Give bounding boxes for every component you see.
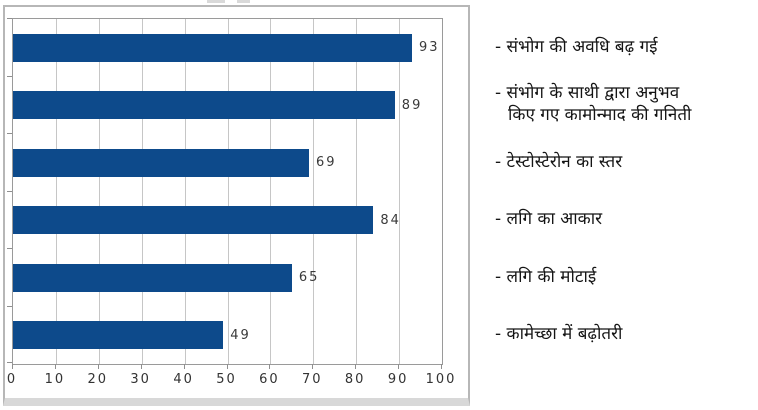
x-axis-tick <box>398 364 400 369</box>
y-axis-tick <box>7 248 12 249</box>
x-axis-tick-label: 90 <box>387 372 409 387</box>
gridline <box>141 19 143 364</box>
x-axis-tick-label: 70 <box>302 372 323 387</box>
x-axis-tick <box>54 364 56 369</box>
bar <box>13 148 309 177</box>
bar <box>13 91 395 120</box>
bar <box>13 33 412 62</box>
category-label-row: - लगि का आकार <box>482 191 754 249</box>
bar-value-label: 69 <box>316 155 337 171</box>
gridline <box>227 19 229 364</box>
category-label: - संभोग की अवधि बढ़ गई <box>495 36 658 57</box>
x-axis-tick <box>355 364 357 369</box>
category-label-row: - संभोग की अवधि बढ़ गई <box>482 18 754 76</box>
x-axis-tick-label: 80 <box>344 372 366 387</box>
cropped-title-remnant <box>237 0 250 3</box>
x-axis-tick-label: 100 <box>425 372 457 387</box>
y-axis-tick <box>7 306 12 307</box>
cropped-title-remnant <box>207 0 225 3</box>
category-label-row: - कामेच्छा में बढ़ोतरी <box>482 306 754 364</box>
gridline <box>184 19 186 364</box>
y-axis-tick <box>7 18 12 19</box>
x-axis-tick-label: 60 <box>259 372 280 387</box>
gridline <box>98 19 100 364</box>
category-label: - लगि की मोटाई <box>495 266 597 287</box>
category-label: - टेस्टोस्टेरोन का स्तर <box>495 151 623 172</box>
x-axis-tick <box>441 364 442 369</box>
y-axis-tick <box>7 133 12 134</box>
gridline <box>270 19 272 364</box>
x-axis-tick <box>226 364 228 369</box>
bar <box>13 263 292 292</box>
gridline <box>399 19 401 364</box>
x-axis-tick <box>12 364 13 369</box>
category-label-row: - टेस्टोस्टेरोन का स्तर <box>482 133 754 191</box>
bar-value-label: 84 <box>380 212 401 228</box>
category-label: - लगि का आकार <box>495 209 603 230</box>
bar-value-label: 93 <box>418 40 440 56</box>
category-label-list: - संभोग की अवधि बढ़ गई - संभोग के साथी द्… <box>482 18 754 363</box>
gridline <box>313 19 315 364</box>
category-label: - संभोग के साथी द्वारा अनुभव किए गए कामो… <box>495 82 692 126</box>
bar <box>13 321 224 350</box>
bar-value-label: 89 <box>401 97 423 113</box>
bar-value-label: 65 <box>298 270 320 286</box>
x-axis-tick-label: 0 <box>6 372 18 387</box>
x-axis-tick <box>312 364 314 369</box>
x-axis-tick-label: 20 <box>87 372 109 387</box>
x-axis-tick <box>140 364 142 369</box>
gridline <box>356 19 358 364</box>
x-axis-tick-label: 40 <box>173 372 194 387</box>
category-label: - कामेच्छा में बढ़ोतरी <box>495 324 623 345</box>
x-axis-tick <box>97 364 99 369</box>
y-axis-tick <box>7 362 12 363</box>
x-axis-tick <box>269 364 271 369</box>
gridline <box>55 19 57 364</box>
x-axis-tick-label: 10 <box>44 372 66 387</box>
y-axis-tick <box>7 76 12 77</box>
plot-area: 93 89 69 84 65 49 <box>12 18 443 365</box>
bar-value-label: 49 <box>230 327 251 343</box>
x-axis-tick-label: 50 <box>216 372 237 387</box>
y-axis-tick <box>7 191 12 192</box>
x-axis-tick-label: 30 <box>130 372 151 387</box>
category-label-row: - लगि की मोटाई <box>482 248 754 306</box>
x-axis: 0 10 20 30 40 50 60 70 80 90 100 <box>7 0 472 410</box>
category-label-row: - संभोग के साथी द्वारा अनुभव किए गए कामो… <box>482 76 754 134</box>
bar <box>13 206 374 235</box>
x-axis-tick <box>183 364 185 369</box>
